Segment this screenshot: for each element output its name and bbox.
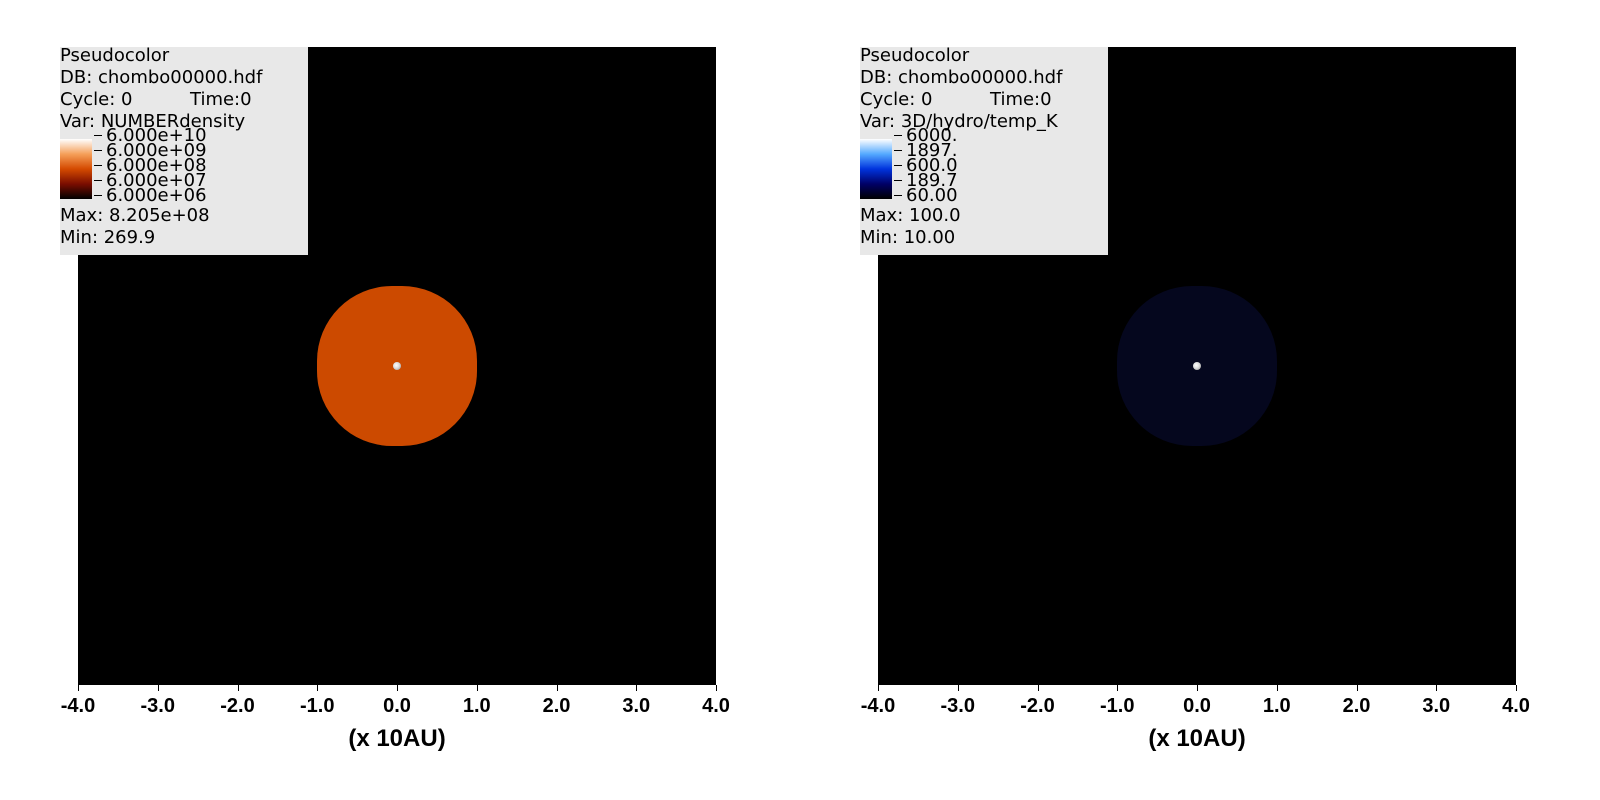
panel-temperature: Pseudocolor DB: chombo00000.hdf Cycle: 0… [800, 0, 1600, 800]
x-tick [237, 685, 239, 691]
legend-min: Min: 10.00 [860, 227, 956, 248]
colorbar-tick [894, 180, 902, 181]
central-star [393, 362, 401, 370]
legend-var: Var: 3D/hydro/temp_K [860, 111, 1058, 132]
legend-time: Time:0 [190, 89, 252, 110]
x-tick [397, 685, 398, 691]
x-tick [1276, 685, 1278, 691]
x-tick [1356, 685, 1358, 691]
x-tick-label: 2.0 [542, 695, 571, 717]
x-tick-label: 3.0 [1422, 695, 1451, 717]
x-tick-label: 4.0 [702, 695, 730, 717]
colorbar [860, 139, 892, 199]
colorbar-tick [94, 195, 102, 196]
legend-cycle: Cycle: 0 [860, 89, 933, 110]
colorbar-label: 60.00 [906, 185, 958, 206]
x-tick-label: 4.0 [1502, 695, 1530, 717]
colorbar [60, 139, 92, 199]
colorbar-tick [894, 150, 902, 151]
colorbar-label: 189.7 [906, 170, 958, 191]
x-tick-label: 2.0 [1342, 695, 1371, 717]
x-tick-label: -1.0 [1100, 695, 1135, 717]
x-axis: -4.0 -3.0 -2.0 -1.0 0.0 1.0 2.0 3.0 4.0 (x 10AU) [861, 685, 1530, 755]
colorbar-tick [894, 135, 902, 136]
x-tick [1516, 685, 1517, 691]
legend-cycle: Cycle: 0 [60, 89, 133, 110]
x-tick-label: 1.0 [462, 695, 491, 717]
legend-db: DB: chombo00000.hdf [60, 67, 263, 88]
x-tick-label: -3.0 [940, 695, 975, 717]
legend-max: Max: 100.0 [860, 205, 961, 226]
colorbar-tick [894, 165, 902, 166]
x-tick-label: -4.0 [860, 695, 896, 717]
x-tick-label: 0.0 [383, 695, 411, 717]
colorbar-tick [94, 150, 102, 151]
colorbar-label: 6000. [906, 125, 958, 146]
x-tick-label: -3.0 [140, 695, 175, 717]
x-tick-label: -2.0 [220, 695, 255, 717]
x-tick [317, 685, 319, 691]
x-tick [476, 685, 478, 691]
x-tick [78, 685, 79, 691]
legend-db: DB: chombo00000.hdf [860, 67, 1063, 88]
colorbar-label: 6.000e+09 [106, 140, 207, 161]
legend-var: Var: NUMBERdensity [60, 111, 246, 132]
x-tick [957, 685, 959, 691]
colorbar-label: 6.000e+06 [106, 185, 207, 206]
colorbar-tick [94, 165, 102, 166]
colorbar-label: 600.0 [906, 155, 958, 176]
x-tick [157, 685, 159, 691]
x-tick [878, 685, 879, 691]
x-tick-label: -1.0 [300, 695, 335, 717]
legend-plot-type: Pseudocolor [60, 45, 170, 66]
x-tick [636, 685, 638, 691]
legend-time: Time:0 [990, 89, 1052, 110]
legend-min: Min: 269.9 [60, 227, 156, 248]
colorbar-tick [94, 135, 102, 136]
x-tick [556, 685, 558, 691]
x-tick-label: 0.0 [1183, 695, 1211, 717]
legend: Pseudocolor DB: chombo00000.hdf Cycle: 0… [60, 47, 308, 255]
x-axis-title: (x 10AU) [348, 725, 446, 752]
x-axis-title: (x 10AU) [1148, 725, 1246, 752]
legend: Pseudocolor DB: chombo00000.hdf Cycle: 0… [860, 47, 1108, 255]
x-tick-label: -2.0 [1020, 695, 1055, 717]
colorbar-label: 6.000e+10 [106, 125, 207, 146]
panel-density: Pseudocolor DB: chombo00000.hdf Cycle: 0… [60, 47, 730, 755]
x-axis: -4.0 -3.0 -2.0 -1.0 0.0 1.0 2.0 3.0 4.0 (x 10AU) [61, 685, 730, 755]
x-tick [1436, 685, 1438, 691]
x-tick-label: 3.0 [622, 695, 651, 717]
legend-plot-type: Pseudocolor [860, 45, 970, 66]
x-tick-label: -4.0 [60, 695, 96, 717]
colorbar-tick [94, 180, 102, 181]
x-tick [1117, 685, 1119, 691]
colorbar-label: 1897. [906, 140, 958, 161]
colorbar-tick [894, 195, 902, 196]
x-tick [716, 685, 717, 691]
x-tick [1037, 685, 1039, 691]
colorbar-label: 6.000e+08 [106, 155, 207, 176]
central-star [1193, 362, 1201, 370]
legend-max: Max: 8.205e+08 [60, 205, 210, 226]
x-tick-label: 1.0 [1262, 695, 1291, 717]
colorbar-label: 6.000e+07 [106, 170, 207, 191]
x-tick [1197, 685, 1198, 691]
